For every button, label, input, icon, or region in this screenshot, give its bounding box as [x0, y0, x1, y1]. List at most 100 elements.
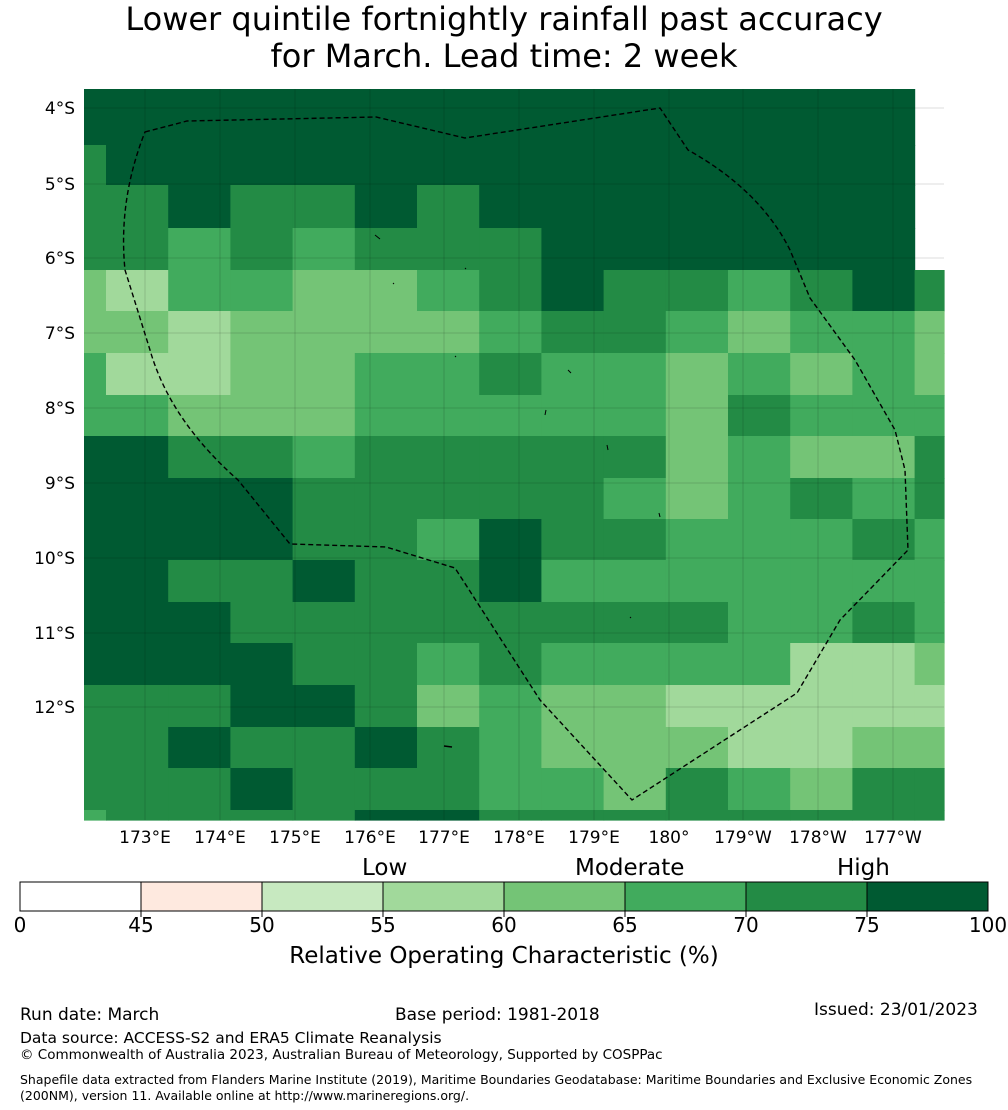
- map-cell: [354, 602, 418, 644]
- copyright-notice: © Commonwealth of Australia 2023, Austra…: [20, 1047, 663, 1063]
- island-markers: [374, 234, 661, 748]
- map-cell: [417, 643, 480, 686]
- map-cell: [292, 478, 356, 520]
- colorbar-segment: [141, 882, 262, 911]
- map-cell: [292, 353, 356, 396]
- map-cell: [665, 228, 729, 271]
- map-cell: [84, 602, 107, 644]
- map-cell: [541, 768, 605, 811]
- map-cell: [354, 395, 418, 437]
- map-cell: [168, 810, 231, 821]
- map-cell: [479, 145, 542, 186]
- map-cell: [852, 560, 916, 603]
- colorbar-tick-label: 100: [968, 913, 1008, 937]
- map-cell: [541, 436, 605, 479]
- map-cell: [417, 270, 480, 312]
- map-cell: [790, 810, 853, 821]
- map-cell: [230, 395, 294, 437]
- map-cell: [84, 145, 107, 186]
- map-cell: [354, 89, 418, 146]
- map-cell: [914, 685, 945, 728]
- map-cell: [541, 727, 605, 769]
- map-cell: [790, 519, 853, 561]
- chart-title-line2: for March. Lead time: 2 week: [270, 37, 738, 75]
- map-cell: [790, 145, 853, 186]
- map-cell: [790, 685, 853, 728]
- map-cell: [852, 810, 916, 821]
- map-cell: [106, 602, 169, 644]
- map-cell: [106, 727, 169, 769]
- map-cell: [292, 685, 356, 728]
- map-cell: [603, 145, 667, 186]
- latitude-label: 11°S: [34, 624, 75, 644]
- map-cell: [106, 560, 169, 603]
- map-cell: [84, 270, 107, 312]
- map-cell: [479, 643, 542, 686]
- colorbar-tick-label: 45: [128, 913, 154, 937]
- map-cell: [914, 727, 945, 769]
- map-cell: [479, 436, 542, 479]
- map-cell: [168, 228, 231, 271]
- map-cell: [354, 228, 418, 271]
- map-cell: [292, 228, 356, 271]
- map-cell: [728, 353, 791, 396]
- map-cell: [230, 643, 294, 686]
- map-cell: [230, 810, 294, 821]
- map-cell: [479, 89, 542, 146]
- latitude-label: 4°S: [45, 99, 75, 119]
- map-cell: [603, 685, 667, 728]
- map-cell: [728, 270, 791, 312]
- map-cell: [230, 727, 294, 769]
- map-cell: [230, 685, 294, 728]
- map-cell: [106, 89, 169, 146]
- map-cell: [541, 89, 605, 146]
- map-cell: [417, 436, 480, 479]
- map-cell: [106, 810, 169, 821]
- map-cell: [790, 768, 853, 811]
- map-cell: [168, 185, 231, 229]
- map-cell: [479, 768, 542, 811]
- map-cell: [852, 395, 916, 437]
- map-cell: [292, 643, 356, 686]
- map-cell: [84, 185, 107, 229]
- colorbar-frame: [19, 881, 989, 912]
- map-cell: [728, 89, 791, 146]
- map-cell: [417, 685, 480, 728]
- map-cell: [914, 478, 945, 520]
- map-cell: [852, 727, 916, 769]
- map-cell: [852, 353, 916, 396]
- map-cell: [479, 395, 542, 437]
- colorbar-tick-label: 75: [854, 913, 880, 937]
- map-cell: [603, 270, 667, 312]
- map-cell: [603, 810, 667, 821]
- map-cell: [914, 519, 945, 561]
- map-cell: [292, 185, 356, 229]
- map-cell: [541, 478, 605, 520]
- map-cell: [790, 395, 853, 437]
- map-cell: [230, 560, 294, 603]
- map-cell: [168, 353, 231, 396]
- map-cell: [479, 810, 542, 821]
- map-cell: [84, 395, 107, 437]
- map-cell: [84, 89, 107, 146]
- map-cell: [914, 270, 945, 312]
- map-cell: [479, 685, 542, 728]
- map-cell: [417, 602, 480, 644]
- colorbar-category-moderate: Moderate: [575, 855, 685, 881]
- map-cell: [354, 810, 418, 821]
- latitude-label: 5°S: [45, 175, 75, 195]
- map-cell: [790, 436, 853, 479]
- map-cell: [168, 602, 231, 644]
- map-cell: [541, 602, 605, 644]
- map-cell: [354, 560, 418, 603]
- map-cell: [479, 228, 542, 271]
- map-cell: [665, 270, 729, 312]
- map-cell: [479, 602, 542, 644]
- colorbar-tick-label: 0: [13, 913, 27, 937]
- map-cell: [417, 395, 480, 437]
- map-cell: [665, 560, 729, 603]
- map-cell: [914, 353, 945, 396]
- map-cell: [603, 560, 667, 603]
- map-cell: [168, 436, 231, 479]
- map-cell: [354, 270, 418, 312]
